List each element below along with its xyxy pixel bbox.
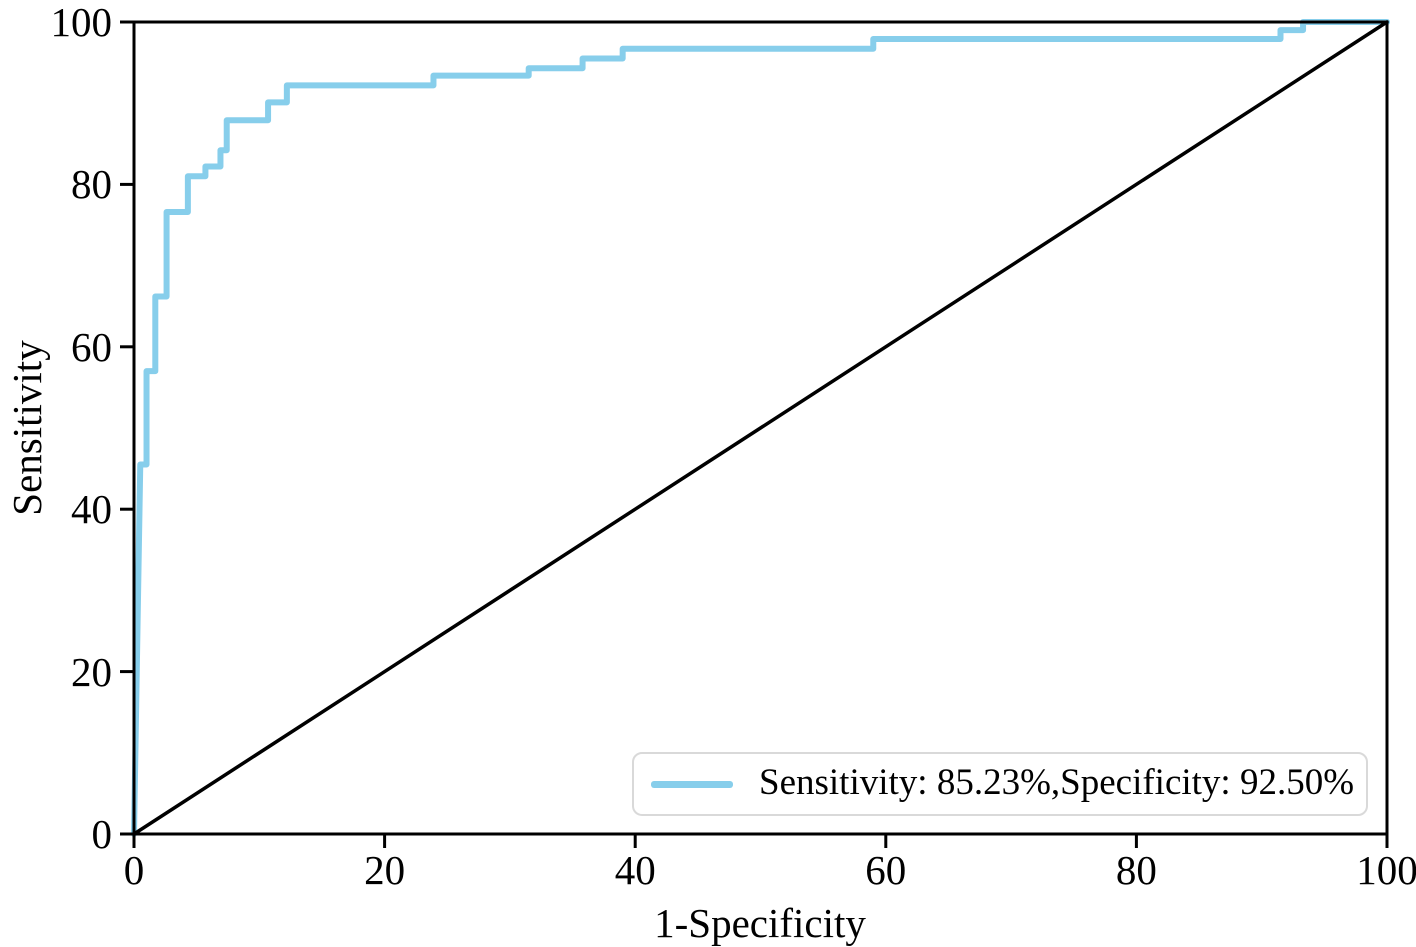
legend-label: Sensitivity: 85.23%,Specificity: 92.50% [759, 761, 1355, 803]
y-tick-label: 40 [71, 486, 112, 533]
y-axis-title: Sensitivity [4, 340, 50, 516]
x-axis-title: 1-Specificity [654, 900, 866, 946]
y-tick-label: 80 [71, 161, 112, 208]
x-tick-label: 100 [1356, 847, 1416, 893]
legend: Sensitivity: 85.23%,Specificity: 92.50% [632, 752, 1368, 816]
x-tick-label: 20 [364, 847, 406, 893]
y-tick-label: 20 [71, 648, 112, 695]
x-tick-label: 0 [123, 847, 145, 893]
y-tick-label: 100 [50, 0, 113, 45]
legend-line-sample [651, 780, 733, 788]
x-tick-label: 60 [865, 847, 907, 893]
roc-curve [131, 19, 1390, 837]
x-tick-label: 40 [614, 847, 656, 893]
chance-diagonal-line [132, 20, 1389, 836]
x-tick-label: 80 [1115, 847, 1157, 893]
y-tick-label: 0 [91, 811, 113, 857]
y-tick-label: 60 [71, 323, 112, 370]
axes-spines [132, 20, 1389, 836]
